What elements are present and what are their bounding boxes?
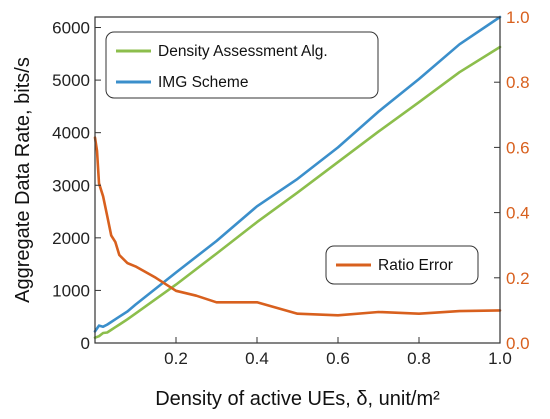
series-line-density-assessment-alg xyxy=(93,45,502,340)
legend-top-box xyxy=(105,31,379,99)
y-left-tick-label: 2000 xyxy=(52,229,90,248)
legend-bottom-box xyxy=(325,245,479,285)
y-right-tick-label: 0.4 xyxy=(506,204,530,223)
x-tick-label: 0.6 xyxy=(326,349,350,368)
y-left-tick-label: 5000 xyxy=(52,71,90,90)
y-right-tick-label: 0.0 xyxy=(506,334,530,353)
y-left-tick-label: 3000 xyxy=(52,176,90,195)
series-line-ratio-error xyxy=(93,136,502,317)
legend-bottom: Ratio Error xyxy=(325,245,479,285)
legend-label-img-scheme: IMG Scheme xyxy=(158,74,248,91)
legend-label-density-assessment: Density Assessment Alg. xyxy=(158,43,328,60)
y-axis-title: Aggregate Data Rate, bits/s xyxy=(12,57,34,303)
x-tick-label: 1.0 xyxy=(488,349,512,368)
legend-label-ratio-error: Ratio Error xyxy=(378,257,453,274)
y-left-tick-label: 6000 xyxy=(52,19,90,38)
x-axis-title: Density of active UEs, δ, unit/m² xyxy=(155,388,440,410)
x-tick-label: 0.2 xyxy=(164,349,188,368)
series-layer xyxy=(93,15,502,340)
y-left-tick-label: 0 xyxy=(81,334,90,353)
y-left-tick-label: 1000 xyxy=(52,281,90,300)
ticks-layer: 0.2 0.4 0.6 0.8 1.0 0 1000 2000 3000 4000 5000 6000… xyxy=(52,8,529,368)
series-line-img-scheme xyxy=(93,15,502,333)
y-right-tick-label: 0.2 xyxy=(506,269,530,288)
y-left-tick-label: 4000 xyxy=(52,124,90,143)
y-right-tick-label: 0.6 xyxy=(506,138,530,157)
x-tick-label: 0.8 xyxy=(407,349,431,368)
plot-frame xyxy=(94,16,501,344)
y-right-tick-label: 1.0 xyxy=(506,8,530,27)
y-right-tick-label: 0.8 xyxy=(506,73,530,92)
x-tick-label: 0.4 xyxy=(245,349,269,368)
legend-top: Density Assessment Alg. IMG Scheme xyxy=(105,31,379,99)
